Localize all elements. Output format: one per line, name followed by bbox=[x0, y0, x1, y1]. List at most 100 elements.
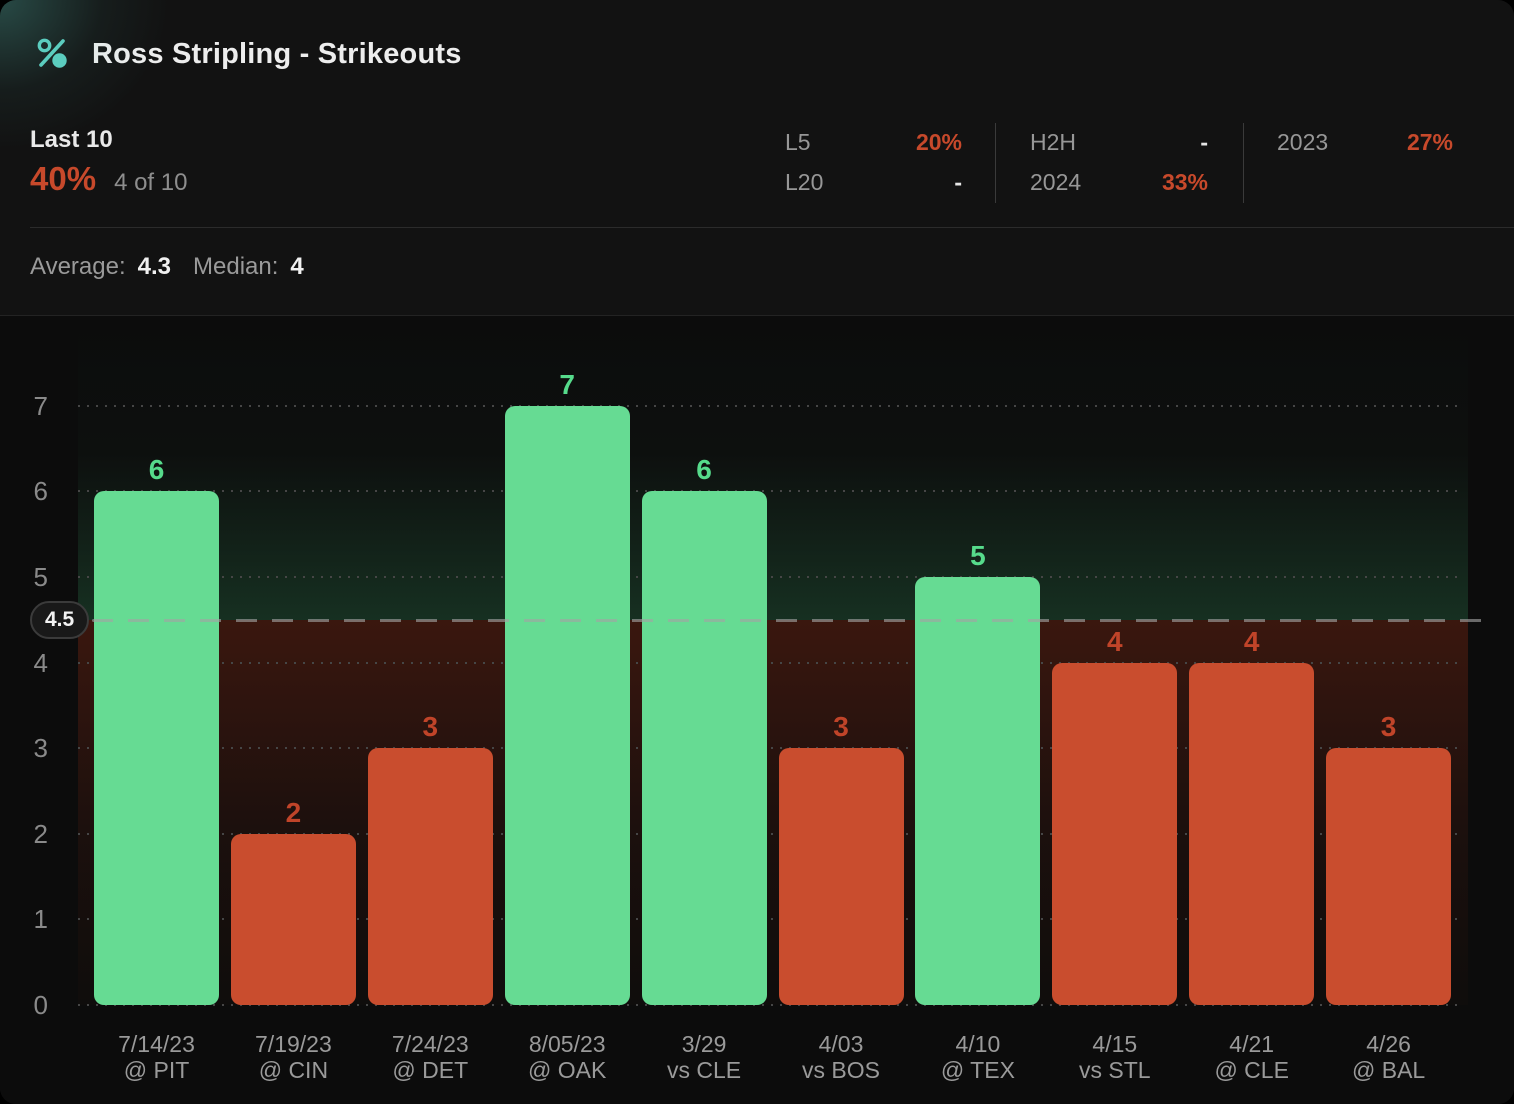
hit-rate-row: 40% 4 of 10 bbox=[30, 160, 187, 198]
game-bar[interactable] bbox=[1052, 662, 1178, 1005]
y-axis-tick-label: 2 bbox=[33, 818, 48, 849]
y-axis-tick-label: 1 bbox=[33, 904, 48, 935]
game-bar[interactable] bbox=[94, 491, 219, 1005]
x-axis-label-line: 8/05/23 bbox=[528, 1031, 606, 1057]
x-axis-label-line: vs BOS bbox=[802, 1057, 880, 1083]
split-label: L20 bbox=[785, 168, 824, 195]
split-value: - bbox=[954, 168, 962, 195]
split-value: 33% bbox=[1161, 168, 1208, 195]
bar-value-label: 7 bbox=[559, 368, 575, 400]
splits-column-season: H2H - 2024 33% bbox=[1030, 128, 1208, 208]
median-value: 4 bbox=[290, 253, 304, 280]
split-label: 2024 bbox=[1030, 168, 1082, 195]
bar-value-label: 5 bbox=[970, 540, 986, 571]
game-bar[interactable] bbox=[641, 491, 767, 1005]
x-axis-label-line: @ DET bbox=[392, 1057, 469, 1083]
over-threshold-tint bbox=[78, 316, 1468, 620]
x-axis-game-label: 4/21 @ CLE bbox=[1183, 1031, 1320, 1083]
y-axis-tick-label: 0 bbox=[33, 990, 48, 1020]
threshold-badge: 4.5 bbox=[30, 601, 90, 639]
y-gridline bbox=[78, 661, 1462, 664]
strikeouts-bar-chart: 0 1 2 3 4 5 6 7 6 7/14/23 @ PIT 2 7/19/23 @ CIN 3 7/24/… bbox=[0, 315, 1514, 1104]
y-gridline bbox=[78, 490, 1462, 493]
bar-value-label: 3 bbox=[1380, 711, 1397, 743]
hit-rate-value: 40% bbox=[30, 160, 97, 197]
x-axis-label-line: 4/21 bbox=[1229, 1031, 1275, 1057]
average-value: 4.3 bbox=[137, 253, 171, 280]
y-axis-tick-label: 6 bbox=[33, 476, 48, 507]
game-bar[interactable] bbox=[230, 833, 356, 1005]
split-value: 27% bbox=[1406, 128, 1453, 155]
page-title: Ross Stripling - Strikeouts bbox=[92, 38, 462, 70]
x-axis-game-label: 4/15 vs STL bbox=[1046, 1031, 1183, 1083]
x-axis-label-line: @ TEX bbox=[940, 1057, 1015, 1083]
splits-column-recent: L5 20% L20 - bbox=[785, 128, 962, 208]
percent-icon bbox=[37, 38, 67, 68]
y-axis-tick-label: 4 bbox=[33, 647, 48, 678]
x-axis-label-line: 4/03 bbox=[818, 1031, 864, 1057]
median-label: Median: bbox=[193, 253, 279, 280]
bar-value-label: 4 bbox=[1243, 625, 1260, 657]
x-axis-label-line: vs CLE bbox=[667, 1057, 742, 1083]
x-axis-game-label: 7/24/23 @ DET bbox=[362, 1031, 499, 1083]
x-axis-label-line: @ PIT bbox=[123, 1057, 190, 1083]
game-bar[interactable] bbox=[1189, 662, 1315, 1005]
split-row-l5: L5 20% bbox=[785, 128, 962, 156]
split-row-h2h: H2H - bbox=[1030, 128, 1208, 156]
game-bar[interactable] bbox=[367, 748, 493, 1005]
bar-value-label: 6 bbox=[696, 454, 712, 486]
x-axis-label-line: 7/19/23 bbox=[255, 1031, 332, 1057]
threshold-line bbox=[92, 619, 1488, 622]
bar-value-label: 4 bbox=[1107, 625, 1123, 657]
game-bar[interactable] bbox=[778, 748, 904, 1005]
x-axis-game-label: 4/26 @ BAL bbox=[1320, 1031, 1457, 1083]
y-gridline bbox=[78, 1004, 1462, 1006]
x-axis-label-line: 4/26 bbox=[1366, 1031, 1411, 1057]
x-axis-game-label: 8/05/23 @ OAK bbox=[499, 1031, 636, 1083]
bar-value-label: 3 bbox=[833, 711, 849, 743]
average-median-row: Average: 4.3 Median: 4 bbox=[30, 253, 314, 281]
x-axis-label-line: 3/29 bbox=[681, 1031, 727, 1057]
bar-value-label: 6 bbox=[148, 454, 165, 486]
x-axis-game-label: 4/10 @ TEX bbox=[909, 1031, 1046, 1083]
split-value: - bbox=[1200, 128, 1208, 155]
x-axis-game-label: 3/29 vs CLE bbox=[636, 1031, 773, 1083]
split-row-l20: L20 - bbox=[785, 168, 962, 196]
x-axis-label-line: @ BAL bbox=[1351, 1057, 1426, 1083]
x-axis-game-label: 4/03 vs BOS bbox=[773, 1031, 910, 1083]
split-label: L5 bbox=[785, 128, 811, 155]
game-bar[interactable] bbox=[504, 405, 630, 1005]
split-row-2024: 2024 33% bbox=[1030, 168, 1208, 196]
game-bar[interactable] bbox=[915, 577, 1041, 1005]
divider bbox=[995, 123, 996, 203]
bar-value-label: 2 bbox=[285, 796, 302, 828]
splits-column-lastyear: 2023 27% bbox=[1277, 128, 1453, 168]
y-gridline bbox=[78, 747, 1462, 750]
x-axis-label-line: 4/10 bbox=[955, 1031, 1001, 1057]
x-axis-label-line: 4/15 bbox=[1092, 1031, 1138, 1057]
x-axis-label-line: @ CIN bbox=[258, 1057, 329, 1083]
hit-fraction: 4 of 10 bbox=[114, 169, 188, 196]
x-axis-label-line: vs STL bbox=[1079, 1057, 1151, 1083]
split-label: H2H bbox=[1030, 128, 1077, 155]
y-axis-tick-label: 7 bbox=[33, 390, 48, 421]
y-gridline bbox=[78, 832, 1462, 835]
y-axis-tick-label: 5 bbox=[33, 562, 48, 592]
x-axis-game-label: 7/19/23 @ CIN bbox=[225, 1031, 362, 1083]
split-label: 2023 bbox=[1277, 128, 1329, 155]
divider bbox=[1243, 123, 1244, 203]
divider bbox=[30, 227, 1514, 228]
bar-value-label: 3 bbox=[422, 711, 439, 743]
x-axis-label-line: 7/14/23 bbox=[118, 1031, 195, 1057]
period-label: Last 10 bbox=[30, 126, 113, 153]
x-axis-label-line: 7/24/23 bbox=[391, 1031, 469, 1057]
y-gridline bbox=[78, 918, 1462, 921]
x-axis-game-label: 7/14/23 @ PIT bbox=[88, 1031, 225, 1083]
y-gridline bbox=[78, 404, 1462, 407]
y-axis-tick-label: 3 bbox=[33, 733, 48, 764]
average-label: Average: bbox=[30, 253, 126, 280]
game-bar[interactable] bbox=[1326, 748, 1452, 1005]
y-gridline bbox=[78, 576, 1462, 578]
split-row-2023: 2023 27% bbox=[1277, 128, 1453, 156]
